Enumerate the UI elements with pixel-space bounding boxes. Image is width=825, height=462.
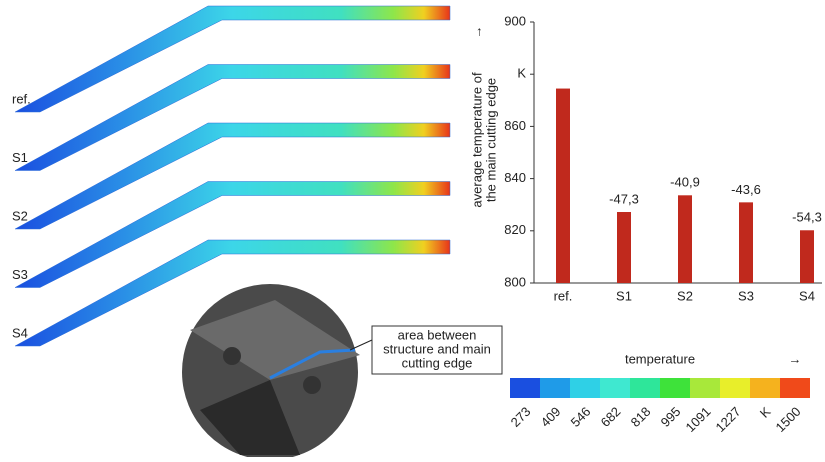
colorbar-label: 1500 xyxy=(772,404,803,435)
y-tick-label: K xyxy=(517,66,526,81)
y-tick-label: 900 xyxy=(504,13,526,28)
strip-label: S2 xyxy=(12,208,28,223)
colorbar-swatch xyxy=(750,378,780,398)
colorbar-label: 273 xyxy=(508,404,534,430)
colorbar-label: 995 xyxy=(658,404,684,430)
colorbar-label: 546 xyxy=(568,404,594,430)
colorbar-swatch xyxy=(630,378,660,398)
bar-annotation: -54,3 xyxy=(792,210,822,225)
y-label-line: average temperature of xyxy=(469,72,484,208)
colorbar-label: 409 xyxy=(538,404,564,430)
colorbar-title: temperature xyxy=(625,351,695,366)
bar-annotation: -40,9 xyxy=(670,175,700,190)
callout-line: area between xyxy=(398,327,477,342)
colorbar-swatch xyxy=(600,378,630,398)
colorbar-swatch xyxy=(540,378,570,398)
contour-strip xyxy=(14,239,451,347)
y-tick-label: 820 xyxy=(504,222,526,237)
colorbar-label: 682 xyxy=(598,404,624,430)
contour-strip xyxy=(14,122,451,230)
bar xyxy=(556,88,570,284)
bar xyxy=(739,202,753,283)
colorbar-label: 1091 xyxy=(682,404,713,435)
bar xyxy=(617,212,631,283)
bar xyxy=(678,195,692,283)
strip-label: S4 xyxy=(12,325,28,340)
callout-line: structure and main xyxy=(383,341,491,356)
y-label-arrow: → xyxy=(469,26,484,39)
colorbar-swatch xyxy=(570,378,600,398)
bar-annotation: -43,6 xyxy=(731,182,761,197)
colorbar-arrow: → xyxy=(789,351,802,366)
bar-annotation: -47,3 xyxy=(609,191,639,206)
strip-label: S3 xyxy=(12,267,28,282)
colorbar-label: 818 xyxy=(628,404,654,430)
colorbar-swatch xyxy=(690,378,720,398)
colorbar-swatch xyxy=(510,378,540,398)
colorbar-swatch xyxy=(780,378,810,398)
drill xyxy=(182,284,503,460)
x-tick-label: S1 xyxy=(616,288,632,303)
strip-label: S1 xyxy=(12,150,28,165)
x-tick-label: ref. xyxy=(554,288,573,303)
colorbar-label: K xyxy=(757,404,774,421)
x-tick-label: S2 xyxy=(677,288,693,303)
y-label-line: the main cutting edge xyxy=(483,78,498,202)
colorbar-swatch xyxy=(720,378,750,398)
y-tick-label: 860 xyxy=(504,118,526,133)
callout-line: cutting edge xyxy=(402,355,473,370)
contour-strips: ref. S1 S2 S3 S4 xyxy=(12,5,451,347)
x-tick-label: S3 xyxy=(738,288,754,303)
y-tick-label: 800 xyxy=(504,274,526,289)
bar xyxy=(800,230,814,283)
contour-strip xyxy=(14,64,451,171)
colorbar-swatch xyxy=(660,378,690,398)
contour-strip xyxy=(14,181,451,288)
strip-label: ref. xyxy=(12,91,31,106)
x-tick-label: S4 xyxy=(799,288,815,303)
y-tick-label: 840 xyxy=(504,170,526,185)
y-label: average temperature of the main cutting … xyxy=(469,26,498,208)
contour-strip xyxy=(14,5,451,113)
colorbar-label: 1227 xyxy=(712,404,743,435)
